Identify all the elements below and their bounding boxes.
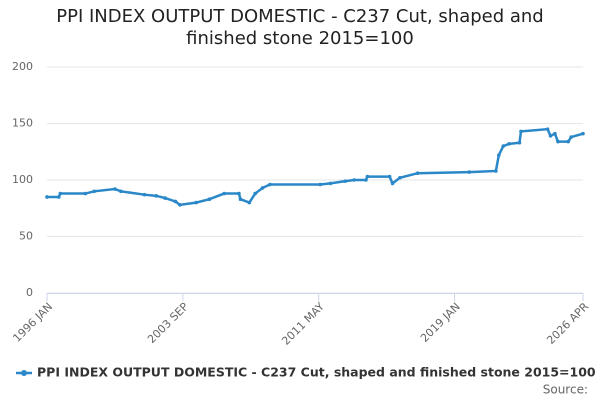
point bbox=[387, 174, 392, 179]
point bbox=[253, 191, 257, 196]
y-tick-label: 50 bbox=[19, 230, 33, 243]
point bbox=[497, 153, 501, 157]
point bbox=[415, 171, 420, 176]
point bbox=[556, 139, 560, 144]
point bbox=[390, 181, 395, 186]
point bbox=[222, 191, 226, 196]
x-tick-label: 2011 MAY bbox=[279, 300, 327, 348]
point bbox=[237, 191, 241, 196]
point bbox=[260, 186, 265, 190]
point bbox=[343, 179, 348, 183]
point bbox=[365, 174, 370, 179]
y-tick-label: 0 bbox=[26, 286, 33, 299]
y-tick-label: 150 bbox=[12, 117, 33, 130]
point bbox=[163, 196, 167, 200]
point bbox=[569, 135, 573, 139]
point bbox=[581, 131, 585, 136]
point bbox=[247, 200, 252, 205]
point bbox=[142, 192, 147, 197]
point bbox=[328, 181, 333, 186]
point bbox=[501, 144, 506, 148]
point bbox=[45, 195, 49, 199]
point bbox=[352, 178, 356, 182]
point bbox=[268, 182, 272, 187]
point bbox=[238, 197, 243, 202]
point bbox=[566, 139, 571, 144]
point bbox=[57, 195, 61, 199]
legend-label: PPI INDEX OUTPUT DOMESTIC - C237 Cut, sh… bbox=[37, 365, 596, 380]
point bbox=[178, 203, 182, 207]
legend-symbol bbox=[21, 370, 27, 376]
point bbox=[173, 199, 178, 204]
point bbox=[83, 191, 88, 196]
x-tick-label: 2019 JAN bbox=[418, 300, 463, 345]
point bbox=[119, 189, 123, 194]
point bbox=[154, 194, 159, 198]
x-tick-label: 2003 SEP bbox=[145, 300, 191, 346]
source-label: Source: bbox=[543, 383, 588, 397]
point bbox=[364, 178, 368, 182]
point bbox=[58, 191, 63, 196]
point bbox=[519, 129, 523, 134]
point bbox=[553, 131, 557, 136]
x-tick-label: 2026 APR bbox=[544, 300, 591, 347]
x-tick-label: 1996 JAN bbox=[10, 300, 55, 345]
point bbox=[92, 189, 97, 194]
point bbox=[517, 140, 522, 145]
series-line bbox=[47, 127, 584, 207]
point bbox=[507, 142, 511, 146]
point bbox=[494, 169, 498, 173]
point bbox=[398, 175, 402, 180]
point bbox=[467, 170, 472, 174]
chart-title: PPI INDEX OUTPUT DOMESTIC - C237 Cut, sh… bbox=[56, 6, 544, 49]
point bbox=[194, 200, 198, 205]
point bbox=[207, 197, 212, 202]
point bbox=[545, 127, 550, 131]
point bbox=[113, 187, 117, 191]
y-tick-label: 100 bbox=[12, 173, 33, 186]
point bbox=[548, 134, 553, 138]
y-tick-label: 200 bbox=[12, 60, 33, 73]
point bbox=[318, 182, 322, 187]
